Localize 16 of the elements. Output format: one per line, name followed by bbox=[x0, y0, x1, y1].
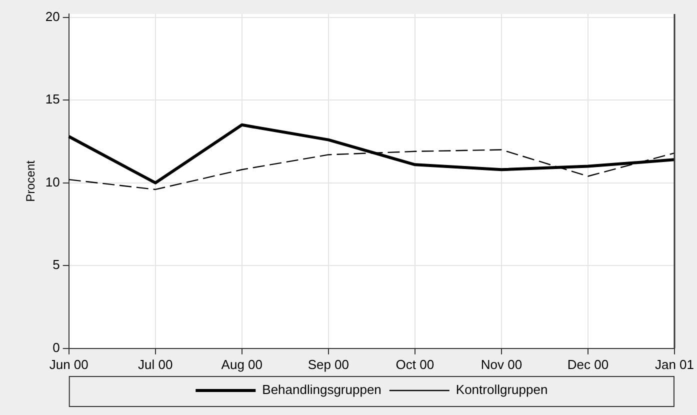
x-tick-label: Aug 00 bbox=[221, 356, 262, 372]
x-tick-label: Jul 00 bbox=[138, 356, 173, 372]
x-tick-label: Jan 01 bbox=[654, 356, 694, 372]
legend-label: Kontrollgruppen bbox=[456, 382, 548, 398]
y-tick-label: 15 bbox=[45, 92, 60, 107]
y-axis-title: Procent bbox=[24, 160, 38, 202]
x-tick-label: Sep 00 bbox=[308, 356, 350, 372]
x-tick-label: Jun 00 bbox=[49, 356, 88, 372]
x-tick-label: Nov 00 bbox=[480, 356, 522, 372]
y-tick-label: 20 bbox=[45, 8, 60, 24]
x-tick-label: Dec 00 bbox=[567, 356, 609, 372]
y-tick-label: 5 bbox=[52, 257, 60, 272]
y-tick-label: 0 bbox=[52, 340, 60, 355]
x-tick-label: Oct 00 bbox=[396, 356, 434, 372]
y-tick-label: 10 bbox=[45, 174, 60, 190]
legend-label: Behandlingsgruppen bbox=[262, 382, 382, 398]
